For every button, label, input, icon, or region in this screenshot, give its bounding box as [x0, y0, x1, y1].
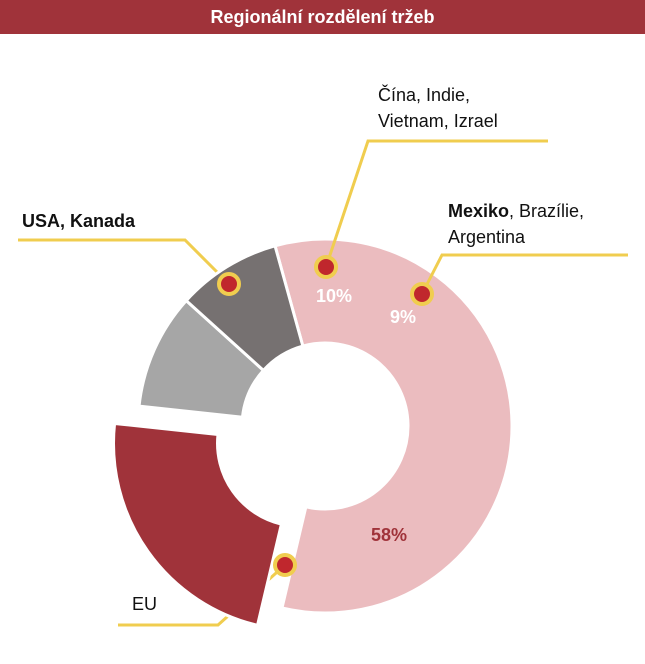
callout-marker-usa [217, 272, 241, 296]
category-part-latam-2: Argentina [448, 227, 526, 247]
category-part-asia-0: Čína, Indie, [378, 84, 470, 105]
data-label-eu: 58% [371, 525, 407, 545]
category-label-usa-line-1: USA, Kanada [22, 211, 136, 231]
category-part-latam-0: Mexiko [448, 201, 509, 221]
category-part-eu-0: EU [132, 594, 157, 614]
slice-eu [273, 237, 514, 615]
callout-marker-asia [314, 255, 338, 279]
chart-title: Regionální rozdělení tržeb [0, 0, 645, 34]
category-part-latam-1: , Brazílie, [509, 201, 584, 221]
callout-marker-eu [273, 553, 297, 577]
category-part-asia-1: Vietnam, Izrael [378, 111, 498, 131]
callout-line-latam [420, 253, 628, 295]
data-label-latam: 9% [390, 307, 416, 327]
callout-line-usa [18, 238, 231, 286]
data-label-asia: 10% [316, 286, 352, 306]
callout-marker-latam [410, 282, 434, 306]
category-label-eu-line-1: EU [132, 594, 157, 614]
slice-usa [112, 421, 284, 628]
category-label-asia-line-2: Vietnam, Izrael [378, 111, 498, 131]
category-label-asia-line-1: Čína, Indie, [378, 84, 470, 105]
category-label-latam-line-2: Argentina [448, 227, 526, 247]
chart-title-text: Regionální rozdělení tržeb [210, 6, 435, 27]
callout-line-asia [324, 139, 548, 268]
slice-latam [184, 243, 305, 373]
category-label-latam-line-1: Mexiko, Brazílie, [448, 201, 584, 221]
category-part-usa-0: USA, Kanada [22, 211, 136, 231]
